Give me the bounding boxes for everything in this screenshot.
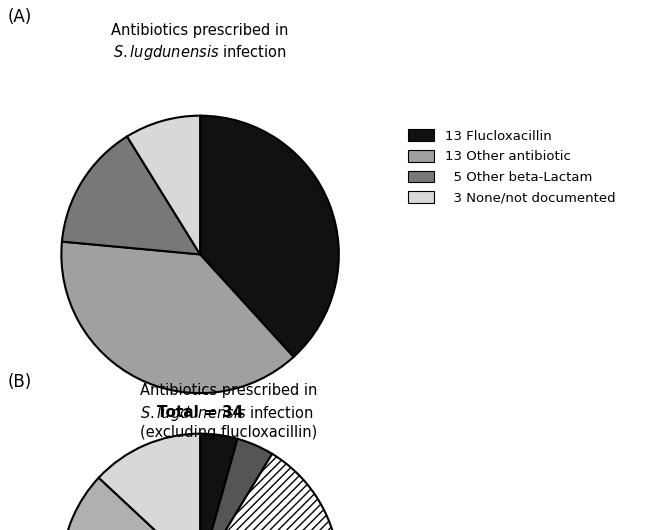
Wedge shape [200, 116, 339, 357]
Wedge shape [62, 136, 200, 254]
Text: (A): (A) [8, 8, 32, 26]
Text: Total = 34: Total = 34 [157, 405, 243, 420]
Wedge shape [99, 434, 200, 530]
Legend: 13 Flucloxacillin, 13 Other antibiotic,   5 Other beta-Lactam,   3 None/not docu: 13 Flucloxacillin, 13 Other antibiotic, … [408, 129, 616, 205]
Wedge shape [61, 242, 293, 393]
Text: Antibiotics prescribed in: Antibiotics prescribed in [140, 383, 317, 398]
Wedge shape [200, 434, 237, 530]
Text: (B): (B) [8, 373, 32, 391]
Wedge shape [127, 116, 200, 254]
Wedge shape [200, 439, 272, 530]
Wedge shape [61, 478, 200, 530]
Text: $\it{S. lugdunensis}$ infection: $\it{S. lugdunensis}$ infection [113, 43, 287, 63]
Wedge shape [87, 454, 339, 530]
Text: Antibiotics prescribed in: Antibiotics prescribed in [111, 23, 289, 38]
Text: $\it{S. lugdunensis}$ infection: $\it{S. lugdunensis}$ infection [140, 404, 314, 423]
Text: (excluding flucloxacillin): (excluding flucloxacillin) [140, 425, 317, 440]
